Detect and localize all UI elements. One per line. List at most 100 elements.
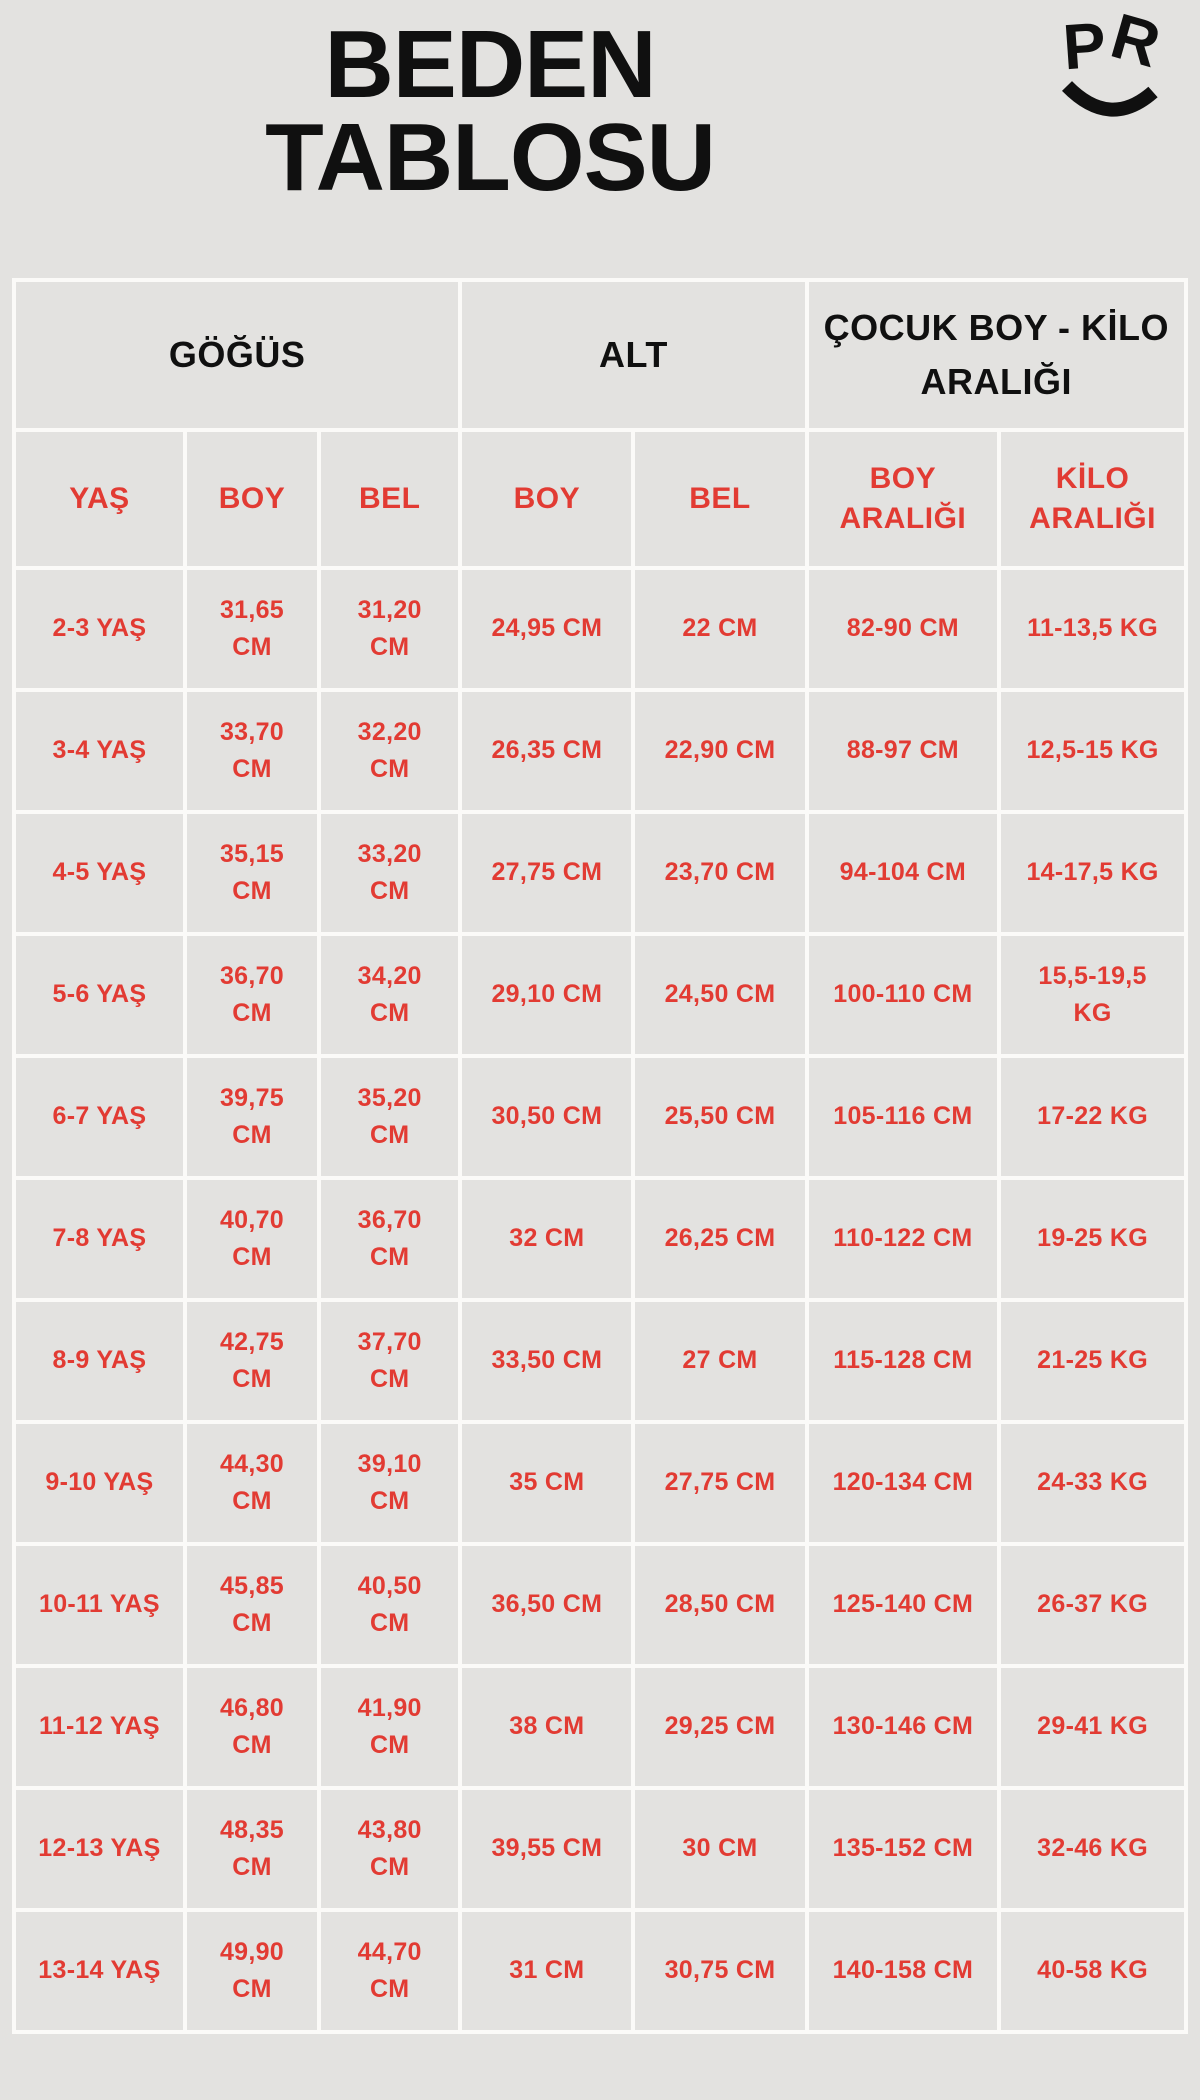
table-row: 10-11 YAŞ 45,85 CM 40,50 CM 36,50 CM 28,50 C…: [16, 1546, 1184, 1664]
table-cell: 24-33 KG: [1001, 1424, 1184, 1542]
table-cell: 25,50 CM: [635, 1058, 805, 1176]
table-cell: 45,85 CM: [186, 1546, 318, 1664]
table-cell: 10-11 YAŞ: [16, 1546, 183, 1664]
table-cell: 30,50 CM: [462, 1058, 632, 1176]
table-cell: 5-6 YAŞ: [16, 936, 183, 1054]
table-cell: 35 CM: [462, 1424, 632, 1542]
table-cell: 31 CM: [462, 1912, 632, 2030]
logo-smile-icon: [1061, 80, 1158, 117]
table-column-header-row: YAŞ BOY BEL BOY BEL BOY ARALIĞI KİLO ARA…: [16, 432, 1184, 566]
table-row: 11-12 YAŞ 46,80 CM 41,90 CM 38 CM 29,25 CM 13…: [16, 1668, 1184, 1786]
table-cell: 125-140 CM: [808, 1546, 998, 1664]
table-cell: 17-22 KG: [1001, 1058, 1184, 1176]
table-row: 12-13 YAŞ 48,35 CM 43,80 CM 39,55 CM 30 CM 13…: [16, 1790, 1184, 1908]
table-cell: 37,70 CM: [321, 1302, 459, 1420]
brand-logo: P R: [1040, 0, 1180, 134]
table-row: 6-7 YAŞ 39,75 CM 35,20 CM 30,50 CM 25,50 CM 1…: [16, 1058, 1184, 1176]
table-cell: 22 CM: [635, 570, 805, 688]
table-cell: 24,95 CM: [462, 570, 632, 688]
table-cell: 40-58 KG: [1001, 1912, 1184, 2030]
table-cell: 15,5-19,5 KG: [1001, 936, 1184, 1054]
table-cell: 30 CM: [635, 1790, 805, 1908]
table-cell: 30,75 CM: [635, 1912, 805, 2030]
table-cell: 35,15 CM: [186, 814, 318, 932]
table-cell: 29,10 CM: [462, 936, 632, 1054]
table-cell: 29,25 CM: [635, 1668, 805, 1786]
table-cell: 42,75 CM: [186, 1302, 318, 1420]
table-cell: 120-134 CM: [808, 1424, 998, 1542]
table-cell: 94-104 CM: [808, 814, 998, 932]
table-cell: 35,20 CM: [321, 1058, 459, 1176]
logo-letters: P R: [1040, 0, 1180, 84]
table-row: 2-3 YAŞ 31,65 CM 31,20 CM 24,95 CM 22 CM 82-9…: [16, 570, 1184, 688]
group-header-cocuk-boy-kilo-araligi: ÇOCUK BOY - KİLO ARALIĞI: [808, 282, 1184, 428]
table-cell: 11-13,5 KG: [1001, 570, 1184, 688]
table-cell: 27 CM: [635, 1302, 805, 1420]
table-cell: 38 CM: [462, 1668, 632, 1786]
table-cell: 33,50 CM: [462, 1302, 632, 1420]
table-cell: 100-110 CM: [808, 936, 998, 1054]
table-row: 13-14 YAŞ 49,90 CM 44,70 CM 31 CM 30,75 CM 14…: [16, 1912, 1184, 2030]
table-cell: 41,90 CM: [321, 1668, 459, 1786]
size-table: GÖĞÜS ALT ÇOCUK BOY - KİLO ARALIĞI YAŞ B…: [12, 278, 1188, 2034]
table-cell: 28,50 CM: [635, 1546, 805, 1664]
column-header-alt-boy: BOY: [462, 432, 632, 566]
page-header: BEDEN TABLOSU P R: [0, 0, 1200, 278]
table-cell: 12,5-15 KG: [1001, 692, 1184, 810]
column-header-gogus-bel: BEL: [321, 432, 459, 566]
table-cell: 9-10 YAŞ: [16, 1424, 183, 1542]
table-cell: 39,10 CM: [321, 1424, 459, 1542]
table-cell: 40,50 CM: [321, 1546, 459, 1664]
table-cell: 31,65 CM: [186, 570, 318, 688]
group-header-alt: ALT: [462, 282, 805, 428]
table-cell: 115-128 CM: [808, 1302, 998, 1420]
table-cell: 23,70 CM: [635, 814, 805, 932]
table-row: 3-4 YAŞ 33,70 CM 32,20 CM 26,35 CM 22,90 CM 8…: [16, 692, 1184, 810]
table-cell: 39,55 CM: [462, 1790, 632, 1908]
table-cell: 26-37 KG: [1001, 1546, 1184, 1664]
table-row: 4-5 YAŞ 35,15 CM 33,20 CM 27,75 CM 23,70 CM 9…: [16, 814, 1184, 932]
table-cell: 48,35 CM: [186, 1790, 318, 1908]
table-cell: 26,25 CM: [635, 1180, 805, 1298]
table-cell: 46,80 CM: [186, 1668, 318, 1786]
table-cell: 140-158 CM: [808, 1912, 998, 2030]
table-cell: 12-13 YAŞ: [16, 1790, 183, 1908]
column-header-yas: YAŞ: [16, 432, 183, 566]
table-cell: 19-25 KG: [1001, 1180, 1184, 1298]
table-cell: 7-8 YAŞ: [16, 1180, 183, 1298]
table-cell: 110-122 CM: [808, 1180, 998, 1298]
table-cell: 40,70 CM: [186, 1180, 318, 1298]
table-cell: 22,90 CM: [635, 692, 805, 810]
page-title: BEDEN TABLOSU: [265, 11, 716, 212]
column-header-boy-araligi: BOY ARALIĞI: [808, 432, 998, 566]
table-cell: 36,70 CM: [321, 1180, 459, 1298]
table-cell: 44,30 CM: [186, 1424, 318, 1542]
table-cell: 32,20 CM: [321, 692, 459, 810]
table-cell: 29-41 KG: [1001, 1668, 1184, 1786]
table-cell: 105-116 CM: [808, 1058, 998, 1176]
table-row: 5-6 YAŞ 36,70 CM 34,20 CM 29,10 CM 24,50 CM 1…: [16, 936, 1184, 1054]
logo-letter-p: P: [1060, 8, 1108, 84]
table-cell: 34,20 CM: [321, 936, 459, 1054]
table-cell: 2-3 YAŞ: [16, 570, 183, 688]
table-cell: 36,70 CM: [186, 936, 318, 1054]
table-cell: 36,50 CM: [462, 1546, 632, 1664]
table-cell: 27,75 CM: [635, 1424, 805, 1542]
group-header-gogus: GÖĞÜS: [16, 282, 459, 428]
table-cell: 4-5 YAŞ: [16, 814, 183, 932]
table-cell: 32-46 KG: [1001, 1790, 1184, 1908]
table-cell: 11-12 YAŞ: [16, 1668, 183, 1786]
table-cell: 49,90 CM: [186, 1912, 318, 2030]
table-cell: 39,75 CM: [186, 1058, 318, 1176]
table-group-header-row: GÖĞÜS ALT ÇOCUK BOY - KİLO ARALIĞI: [16, 282, 1184, 428]
table-cell: 33,20 CM: [321, 814, 459, 932]
table-cell: 24,50 CM: [635, 936, 805, 1054]
table-cell: 82-90 CM: [808, 570, 998, 688]
table-cell: 13-14 YAŞ: [16, 1912, 183, 2030]
table-cell: 88-97 CM: [808, 692, 998, 810]
table-cell: 43,80 CM: [321, 1790, 459, 1908]
table-cell: 44,70 CM: [321, 1912, 459, 2030]
table-cell: 31,20 CM: [321, 570, 459, 688]
table-cell: 14-17,5 KG: [1001, 814, 1184, 932]
table-cell: 33,70 CM: [186, 692, 318, 810]
